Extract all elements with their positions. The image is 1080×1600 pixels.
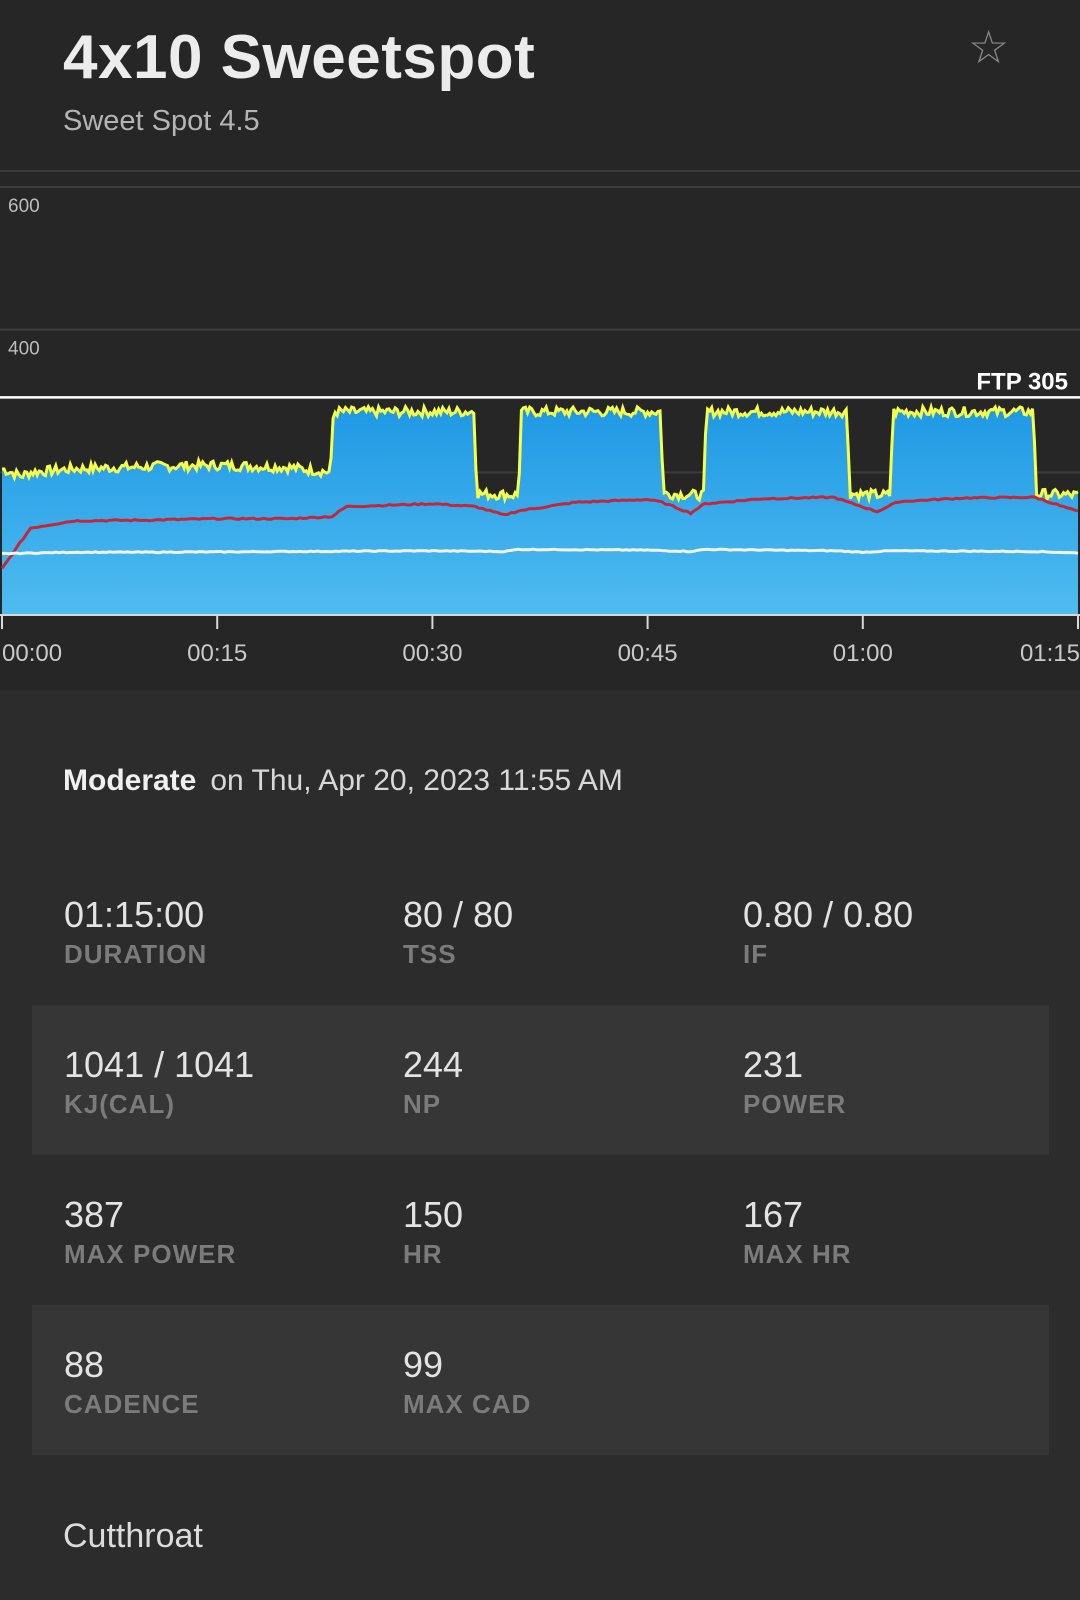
x-tick-label: 00:00	[2, 640, 62, 667]
workout-title: 4x10 Sweetspot	[63, 23, 536, 92]
workout-meta: Moderate on Thu, Apr 20, 2023 11:55 AM	[63, 764, 623, 798]
stats-row: 01:15:00 DURATION 80 / 80 TSS 0.80 / 0.80 I…	[32, 855, 1049, 1005]
stat-label: HR	[403, 1239, 443, 1269]
stats-row: 387 MAX POWER 150 HR 167 MAX HR	[32, 1155, 1049, 1305]
stat-label: POWER	[743, 1089, 847, 1119]
heart-rate-line	[0, 495, 1079, 570]
workout-chart: 600400200 FTP 305 00:0000:1500:3000:4501…	[0, 172, 1080, 690]
stat-tss: 80 / 80 TSS	[403, 895, 733, 970]
x-tick-label: 00:45	[618, 640, 678, 667]
workout-location-link[interactable]: Cutthroat	[63, 1517, 203, 1555]
workout-chart-svg: 600400200 FTP 305 00:0000:1500:3000:4501…	[0, 186, 1080, 667]
stat-value: 244	[403, 1044, 464, 1085]
y-tick-label: 400	[8, 339, 40, 360]
y-tick-label: 600	[8, 196, 40, 217]
stat-value: 88	[64, 1344, 105, 1385]
workout-datetime: on Thu, Apr 20, 2023 11:55 AM	[210, 764, 623, 797]
stat-value: 387	[64, 1194, 125, 1235]
stat-duration: 01:15:00 DURATION	[64, 895, 394, 970]
stat-max-cad: 99 MAX CAD	[403, 1345, 733, 1420]
power-line	[1, 401, 1079, 505]
stat-label: KJ(CAL)	[64, 1089, 175, 1119]
stat-value: 231	[743, 1044, 804, 1085]
stat-label: MAX CAD	[403, 1389, 532, 1419]
stats-grid: 01:15:00 DURATION 80 / 80 TSS 0.80 / 0.80 I…	[32, 855, 1049, 1455]
stat-np: 244 NP	[403, 1045, 733, 1120]
stat-label: TSS	[403, 939, 457, 969]
stat-label: DURATION	[64, 939, 208, 969]
stat-label: NP	[403, 1089, 442, 1119]
power-area	[2, 406, 1078, 615]
stat-max-power: 387 MAX POWER	[64, 1195, 394, 1270]
stat-value: 167	[743, 1194, 804, 1235]
stat-power: 231 POWER	[743, 1045, 1073, 1120]
difficulty-label: Moderate	[63, 764, 197, 797]
stat-label: MAX HR	[743, 1239, 852, 1269]
x-tick-label: 00:15	[187, 640, 247, 667]
stat-value: 150	[403, 1194, 464, 1235]
stat-value: 80 / 80	[403, 894, 514, 935]
stat-value: 1041 / 1041	[64, 1044, 255, 1085]
stat-label: IF	[743, 939, 769, 969]
stat-if: 0.80 / 0.80 IF	[743, 895, 1073, 970]
stats-row: 88 CADENCE 99 MAX CAD	[32, 1305, 1049, 1455]
stat-hr: 150 HR	[403, 1195, 733, 1270]
star-icon[interactable]: ☆	[968, 21, 1010, 73]
x-tick-label: 01:15	[1020, 640, 1080, 667]
stat-value: 99	[403, 1344, 444, 1385]
workout-header: 4x10 Sweetspot Sweet Spot 4.5 ☆	[0, 0, 1080, 170]
stat-value: 0.80 / 0.80	[743, 894, 914, 935]
x-tick-label: 01:00	[833, 640, 893, 667]
divider	[0, 170, 1080, 172]
stat-label: MAX POWER	[64, 1239, 237, 1269]
stat-max-hr: 167 MAX HR	[743, 1195, 1073, 1270]
stats-row: 1041 / 1041 KJ(CAL) 244 NP 231 POWER	[32, 1005, 1049, 1155]
stat-cadence: 88 CADENCE	[64, 1345, 394, 1420]
stat-value: 01:15:00	[64, 894, 205, 935]
ftp-label: FTP 305	[976, 368, 1068, 395]
workout-subtitle: Sweet Spot 4.5	[63, 105, 260, 137]
cadence-line	[2, 547, 1079, 556]
stat-label: CADENCE	[64, 1389, 200, 1419]
x-tick-label: 00:30	[402, 640, 462, 667]
stat-kj: 1041 / 1041 KJ(CAL)	[64, 1045, 394, 1120]
